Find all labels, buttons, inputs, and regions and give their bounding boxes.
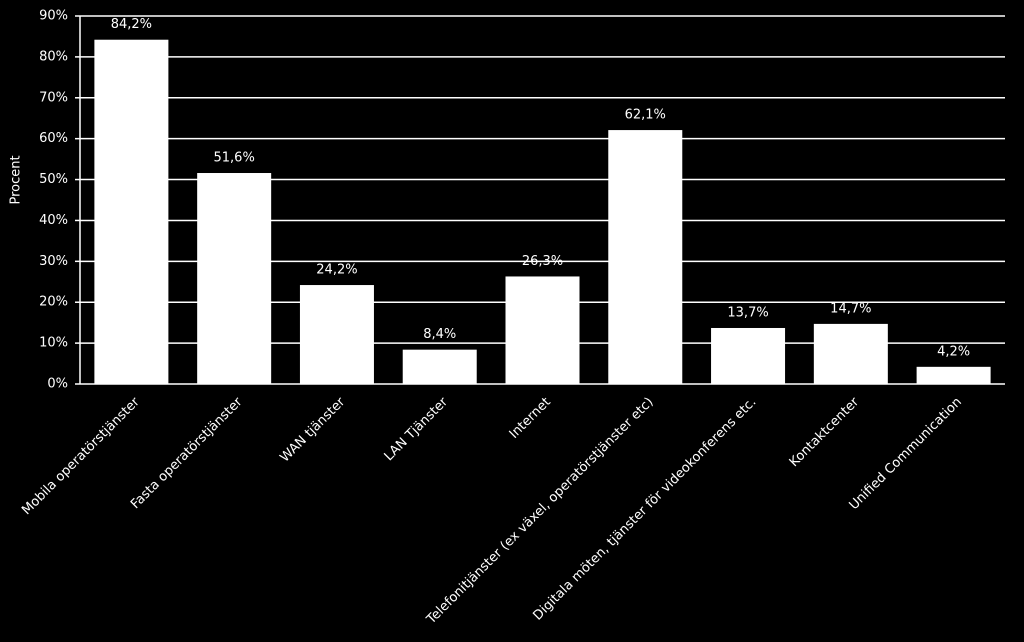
value-label: 24,2% — [316, 263, 357, 278]
value-label: 14,7% — [830, 301, 871, 316]
value-label: 8,4% — [423, 327, 456, 342]
x-tick-label: Kontaktcenter — [787, 394, 863, 470]
value-label: 84,2% — [111, 17, 152, 32]
x-tick-label: Digitala möten, tjänster för videokonfer… — [530, 395, 759, 624]
value-label: 51,6% — [214, 151, 255, 166]
y-axis-label: Procent — [9, 155, 24, 204]
value-label: 13,7% — [727, 305, 768, 320]
x-tick-label: LAN Tjänster — [382, 394, 452, 464]
x-tick-label: Unified Communication — [847, 395, 965, 513]
y-tick-label: 70% — [39, 90, 68, 105]
bar — [505, 276, 580, 384]
bar — [94, 39, 169, 385]
bar — [197, 173, 272, 384]
value-label: 62,1% — [625, 108, 666, 123]
bar — [608, 130, 683, 384]
y-tick-label: 90% — [39, 9, 68, 24]
bar — [916, 366, 991, 384]
y-tick-label: 50% — [39, 172, 68, 187]
bar — [299, 285, 374, 384]
y-tick-label: 60% — [39, 131, 68, 146]
y-tick-label: 80% — [39, 49, 68, 64]
y-tick-label: 10% — [39, 336, 68, 351]
bar — [711, 327, 786, 384]
value-label: 4,2% — [937, 344, 970, 359]
bar — [402, 349, 477, 384]
x-tick-label: WAN tjänster — [278, 394, 349, 465]
x-tick-label: Internet — [507, 395, 554, 442]
y-tick-label: 30% — [39, 254, 68, 269]
y-tick-label: 40% — [39, 213, 68, 228]
bar — [813, 323, 888, 384]
value-label: 26,3% — [522, 254, 563, 269]
x-tick-label: Telefonitjänster (ex växel, operatörstjä… — [423, 395, 656, 628]
y-tick-label: 0% — [47, 377, 68, 392]
y-tick-label: 20% — [39, 295, 68, 310]
x-tick-label: Fasta operatörstjänster — [128, 394, 246, 512]
x-tick-label: Mobila operatörstjänster — [19, 394, 143, 518]
